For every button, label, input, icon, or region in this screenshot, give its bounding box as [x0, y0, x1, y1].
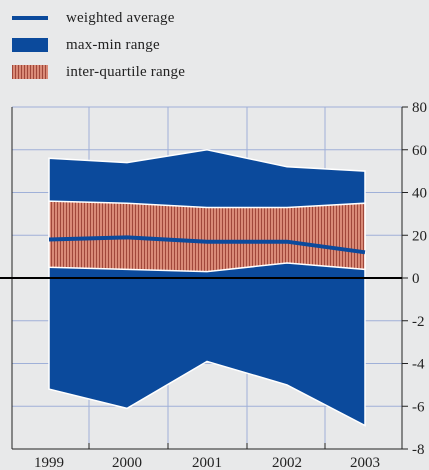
- y-tick-label: -6: [412, 399, 425, 415]
- legend-item-inter-quartile-range: inter-quartile range: [12, 62, 312, 84]
- y-tick-label: 60: [412, 143, 427, 159]
- weighted-average-swatch: [12, 16, 48, 20]
- inter-quartile-range-area: [48, 200, 366, 273]
- weighted-average-layer: [48, 235, 366, 255]
- x-tick-label: 2000: [112, 455, 142, 470]
- max-min-range-swatch: [12, 38, 48, 52]
- y-tick-label: 80: [412, 100, 427, 116]
- legend-label: max-min range: [66, 37, 160, 53]
- y-tick-label: -4: [412, 357, 425, 373]
- legend-item-max-min-range: max-min range: [12, 35, 312, 57]
- legend-label: inter-quartile range: [66, 64, 186, 80]
- y-tick-label: 20: [412, 228, 427, 244]
- legend-label: weighted average: [66, 10, 175, 26]
- legend-item-weighted-average: weighted average: [12, 8, 312, 30]
- inter-quartile-range-layer: [48, 200, 366, 273]
- max-min-range-area: [48, 149, 366, 427]
- max-min-range-layer: [48, 149, 366, 427]
- y-tick-label: -8: [412, 442, 425, 458]
- y-tick-label: 40: [412, 186, 427, 202]
- x-tick-label: 2003: [350, 455, 380, 470]
- inter-quartile-range-swatch: [12, 65, 48, 79]
- weighted-average-line: [48, 235, 366, 255]
- y-tick-label: -2: [412, 314, 425, 330]
- x-tick-label: 1999: [34, 455, 64, 470]
- tick-labels: 80 60 40 20 0 -2 -4 -6 -8 1999 2000 2001 2002 2003: [34, 100, 427, 470]
- x-tick-label: 2002: [272, 455, 302, 470]
- axes: [0, 106, 408, 450]
- y-tick-label: 0: [412, 271, 420, 287]
- x-tick-label: 2001: [192, 455, 222, 470]
